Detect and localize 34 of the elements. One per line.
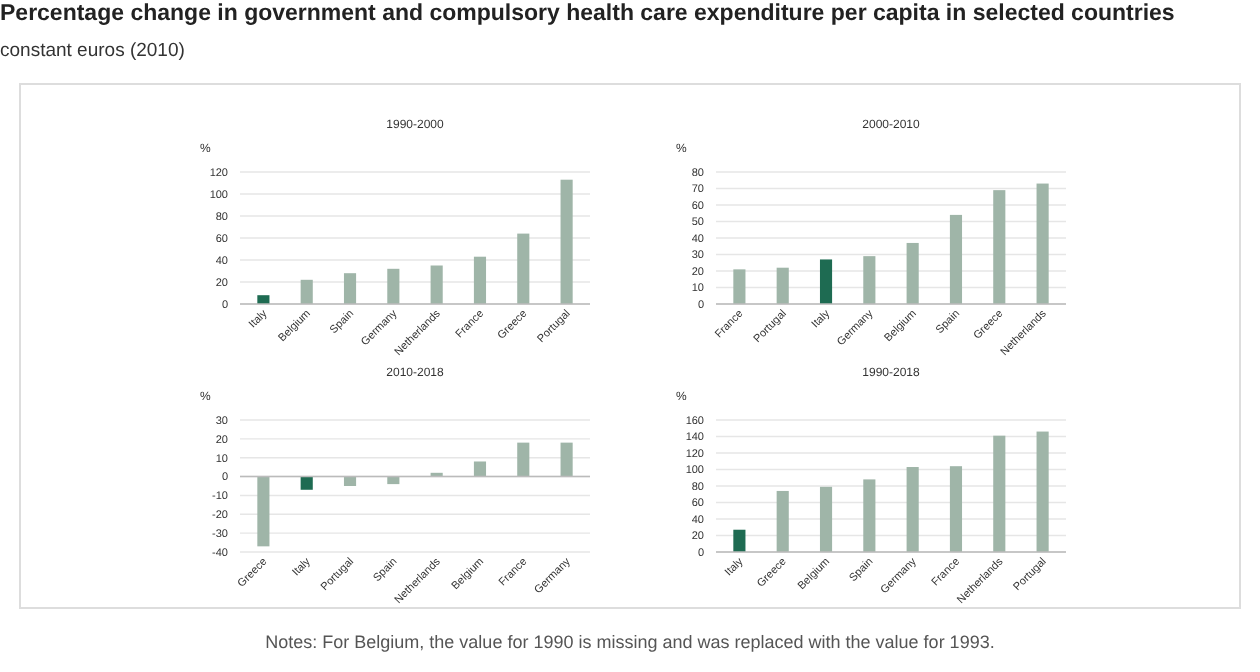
bar — [949, 214, 963, 304]
bar — [560, 442, 573, 477]
bar — [473, 461, 487, 477]
text: constant euros (2010) — [0, 40, 185, 62]
bar — [387, 476, 400, 485]
bar — [819, 259, 833, 304]
bar — [560, 179, 573, 304]
bar — [300, 476, 313, 490]
bar — [733, 269, 746, 304]
bar — [776, 267, 789, 304]
bar — [473, 256, 487, 304]
bar — [257, 476, 270, 547]
bar — [1036, 431, 1049, 552]
bar — [300, 279, 313, 304]
bar — [819, 486, 833, 552]
bar — [257, 295, 270, 304]
bar — [993, 190, 1006, 304]
bar — [517, 442, 530, 477]
bar — [776, 490, 789, 552]
bar — [949, 466, 963, 552]
bar — [863, 479, 876, 552]
text: Percentage change in government and compulsory health care expenditure per capita in selected countries — [0, 2, 1175, 26]
bar — [906, 467, 919, 552]
bar — [733, 529, 746, 552]
bar — [343, 273, 357, 304]
bar — [343, 476, 357, 486]
bar — [993, 435, 1006, 552]
bar — [906, 242, 919, 304]
bar — [517, 233, 530, 304]
bar — [1036, 183, 1049, 304]
bar — [387, 268, 400, 304]
bar — [863, 256, 876, 304]
text: Notes: For Belgium, the value for 1990 is missing and was replaced with the value for 1993. — [265, 632, 995, 652]
bar — [430, 265, 443, 304]
